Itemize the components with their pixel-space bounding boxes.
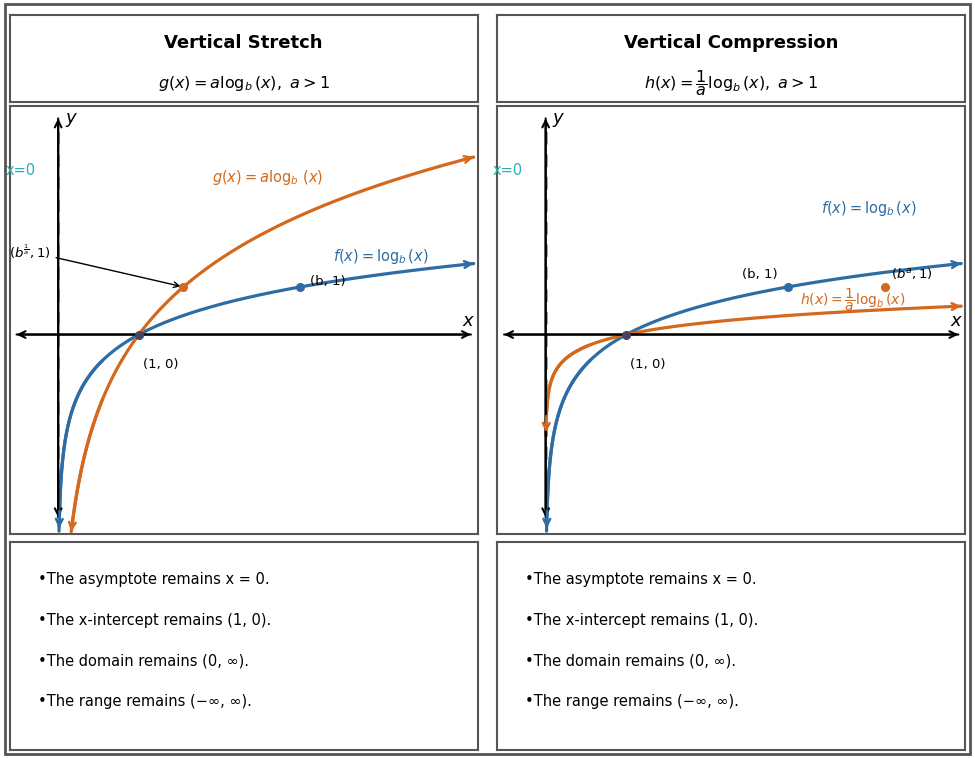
Text: y: y: [553, 109, 564, 127]
Text: •The range remains (−∞, ∞).: •The range remains (−∞, ∞).: [38, 694, 252, 709]
Text: $(b^{\frac{1}{a}}, 1)$: $(b^{\frac{1}{a}}, 1)$: [9, 243, 179, 287]
Text: $g(x) = a\log_b(x),\ a > 1$: $g(x) = a\log_b(x),\ a > 1$: [158, 74, 330, 92]
Text: •The x-intercept remains (1, 0).: •The x-intercept remains (1, 0).: [526, 612, 759, 628]
Text: •The domain remains (0, ∞).: •The domain remains (0, ∞).: [526, 653, 736, 669]
Text: x: x: [463, 312, 474, 330]
Text: •The x-intercept remains (1, 0).: •The x-intercept remains (1, 0).: [38, 612, 271, 628]
Text: $f(x) = \log_b(x)$: $f(x) = \log_b(x)$: [333, 247, 429, 266]
Text: $f(x) = \log_b(x)$: $f(x) = \log_b(x)$: [821, 199, 916, 218]
Text: (1, 0): (1, 0): [631, 359, 666, 371]
Text: x=0: x=0: [5, 162, 35, 177]
Text: x=0: x=0: [492, 162, 523, 177]
Text: (b, 1): (b, 1): [310, 274, 345, 287]
Text: •The asymptote remains x = 0.: •The asymptote remains x = 0.: [526, 572, 757, 587]
Text: $g(x) = a\log_b\,(x)$: $g(x) = a\log_b\,(x)$: [213, 168, 324, 187]
Text: Vertical Stretch: Vertical Stretch: [165, 34, 323, 52]
Text: $h(x) = \dfrac{1}{a}\log_b(x)$: $h(x) = \dfrac{1}{a}\log_b(x)$: [800, 287, 905, 313]
Text: $(b^a, 1)$: $(b^a, 1)$: [891, 266, 933, 281]
Text: •The domain remains (0, ∞).: •The domain remains (0, ∞).: [38, 653, 249, 669]
Text: $h(x) = \dfrac{1}{a}\log_b(x),\ a > 1$: $h(x) = \dfrac{1}{a}\log_b(x),\ a > 1$: [644, 68, 818, 98]
Text: Vertical Compression: Vertical Compression: [624, 34, 838, 52]
Text: •The range remains (−∞, ∞).: •The range remains (−∞, ∞).: [526, 694, 739, 709]
Text: •The asymptote remains x = 0.: •The asymptote remains x = 0.: [38, 572, 269, 587]
Text: (1, 0): (1, 0): [143, 359, 178, 371]
Text: x: x: [951, 312, 961, 330]
Text: (b, 1): (b, 1): [742, 268, 778, 281]
Text: y: y: [65, 109, 76, 127]
